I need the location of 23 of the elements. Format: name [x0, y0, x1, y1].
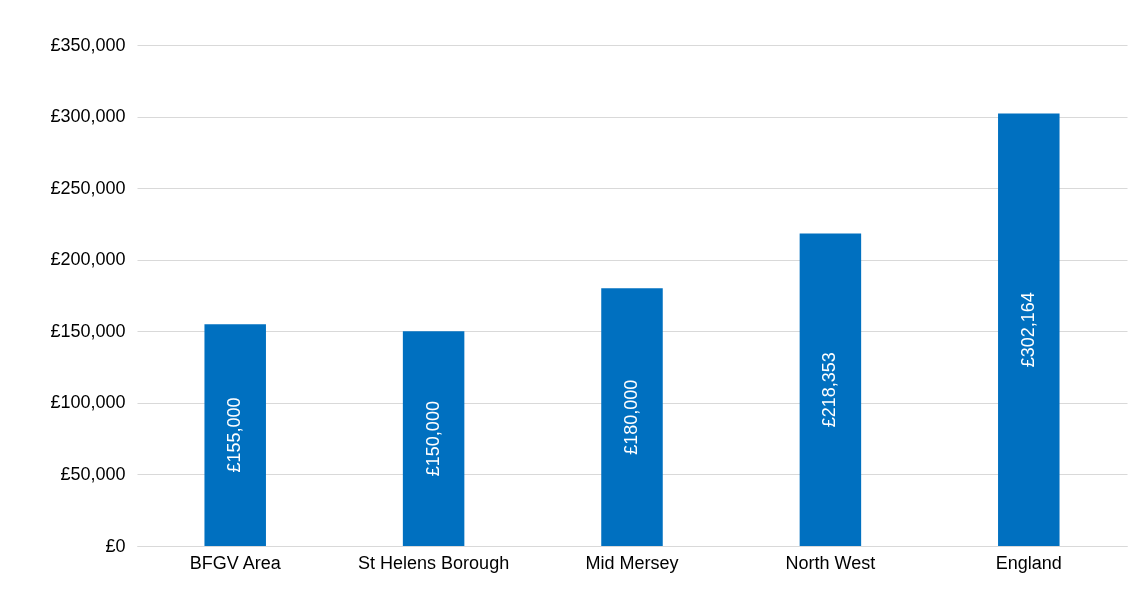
y-tick-label: £200,000 [50, 249, 126, 270]
y-tick-label: £0 [105, 535, 126, 556]
bar [402, 331, 465, 546]
bar [799, 233, 862, 546]
data-label: £150,000 [422, 401, 443, 477]
bar [204, 324, 266, 546]
data-label: £302,164 [1017, 292, 1038, 368]
y-tick-label: £50,000 [60, 463, 126, 484]
x-tick-label: England [995, 552, 1062, 573]
data-label: £155,000 [224, 397, 245, 473]
bar [601, 288, 663, 546]
x-tick-label: BFGV Area [189, 552, 282, 573]
x-tick-label: St Helens Borough [358, 552, 510, 573]
x-tick-label: North West [785, 552, 876, 573]
y-tick-label: £100,000 [50, 392, 126, 413]
y-tick-label: £250,000 [50, 177, 126, 198]
y-tick-label: £150,000 [50, 320, 126, 341]
x-tick-label: Mid Mersey [585, 552, 679, 573]
data-label: £218,353 [819, 352, 840, 428]
bar [998, 113, 1060, 546]
y-tick-label: £300,000 [50, 106, 126, 127]
data-label: £180,000 [621, 379, 641, 455]
y-tick-label: £350,000 [50, 34, 126, 55]
